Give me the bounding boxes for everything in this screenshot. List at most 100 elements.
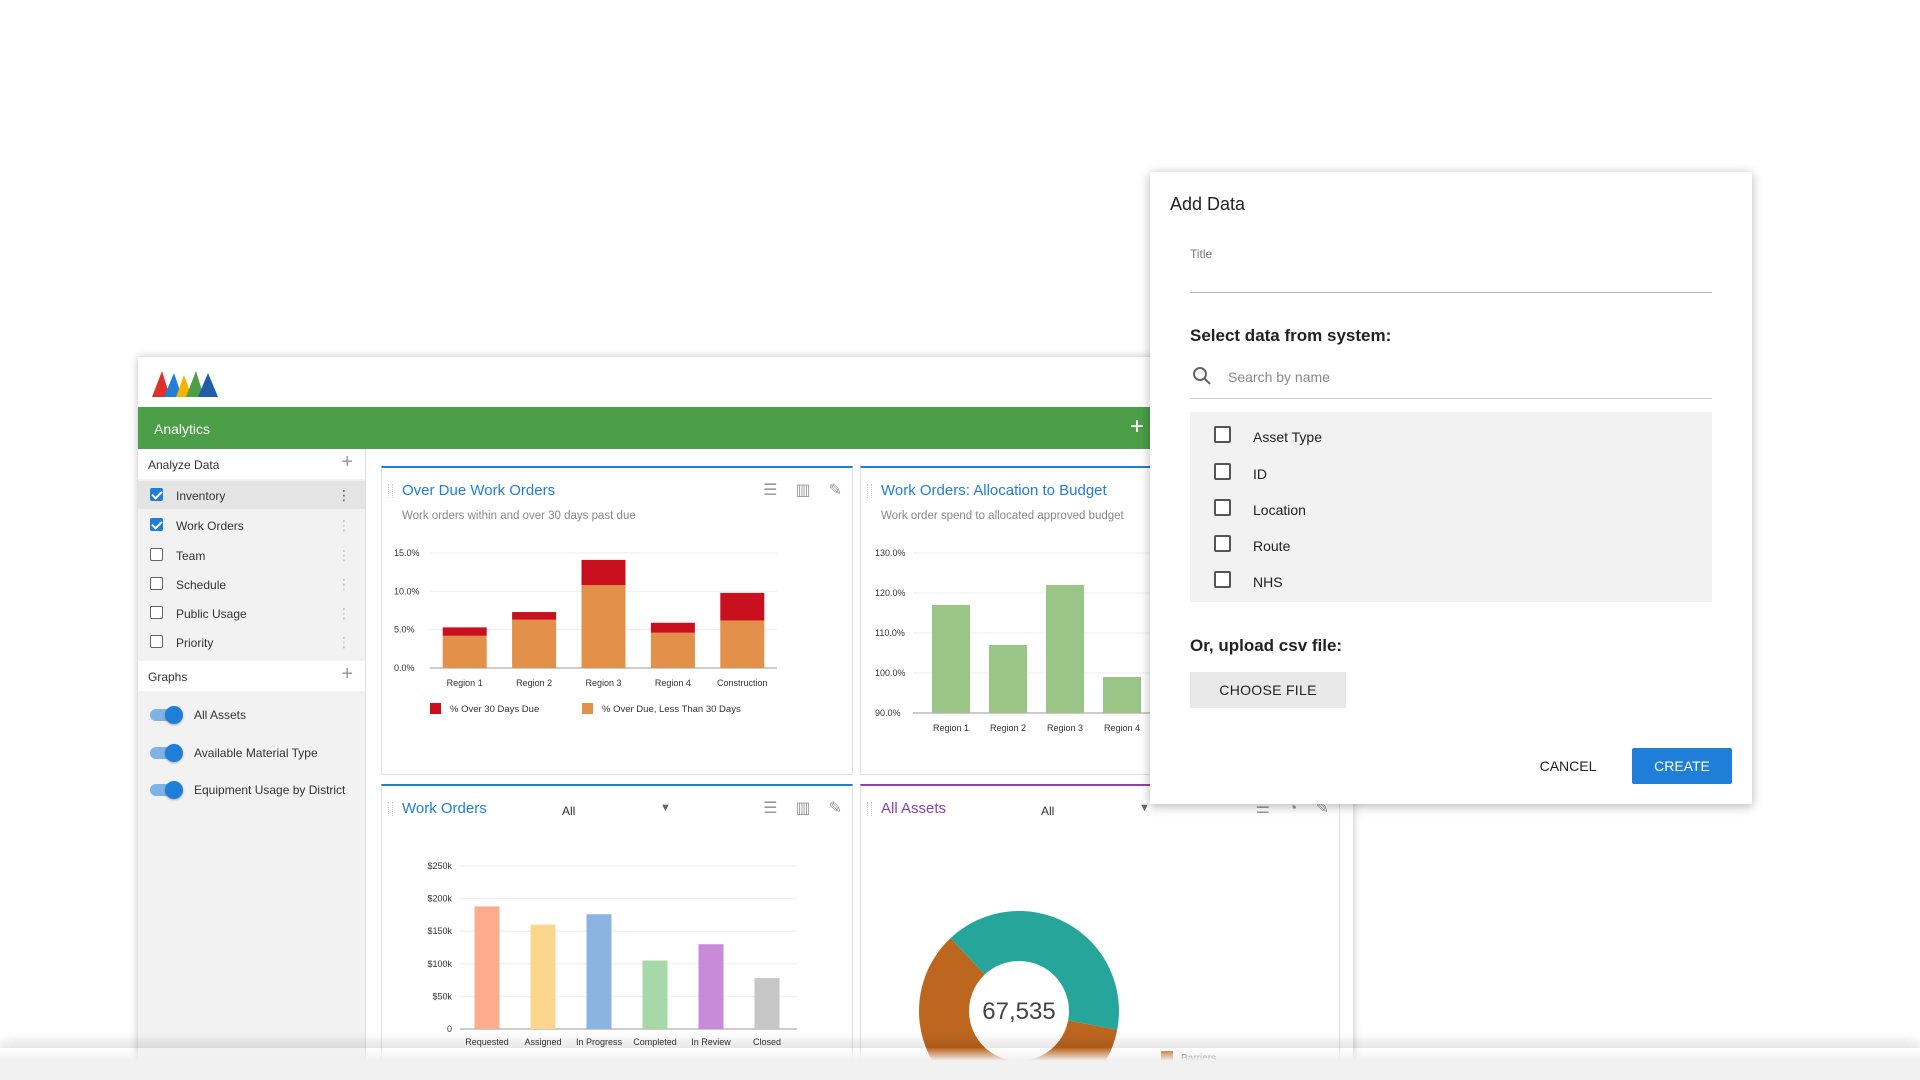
y-tick-label: $100k bbox=[427, 959, 452, 969]
drag-handle[interactable] bbox=[867, 802, 872, 816]
bar-chart-icon[interactable]: ▥ bbox=[795, 482, 811, 499]
graph-toggle-available-material-type[interactable]: Available Material Type bbox=[138, 739, 365, 769]
legend-swatch bbox=[430, 703, 441, 714]
sidebar-item-public-usage[interactable]: Public Usage ⋮ bbox=[138, 599, 365, 627]
graph-toggle-label: All Assets bbox=[194, 708, 247, 722]
option-checkbox[interactable] bbox=[1214, 535, 1231, 552]
bar bbox=[1103, 677, 1141, 713]
bar bbox=[650, 622, 695, 633]
add-graph-icon[interactable]: + bbox=[341, 663, 353, 685]
y-tick-label: 130.0% bbox=[875, 548, 906, 558]
x-tick-label: Construction bbox=[717, 678, 768, 688]
list-icon[interactable]: ☰ bbox=[1255, 800, 1270, 817]
graphs-title: Graphs bbox=[148, 670, 188, 684]
sidebar-item-team[interactable]: Team ⋮ bbox=[138, 541, 365, 569]
sidebar-item-schedule[interactable]: Schedule ⋮ bbox=[138, 570, 365, 598]
y-tick-label: 120.0% bbox=[875, 588, 906, 598]
bar bbox=[581, 559, 626, 586]
y-tick-label: 10.0% bbox=[394, 586, 420, 596]
card-subtitle: Work order spend to allocated approved b… bbox=[881, 510, 1124, 522]
sidebar-item-label: Public Usage bbox=[176, 607, 247, 621]
sidebar-item-label: Work Orders bbox=[176, 519, 244, 533]
team-checkbox[interactable] bbox=[150, 548, 163, 561]
graph-toggle-equipment-usage[interactable]: Equipment Usage by District bbox=[138, 776, 365, 806]
bar bbox=[586, 914, 612, 1029]
option-asset-type[interactable]: Asset Type bbox=[1190, 416, 1712, 452]
option-checkbox[interactable] bbox=[1214, 499, 1231, 516]
bar bbox=[530, 924, 556, 1029]
option-location[interactable]: Location bbox=[1190, 489, 1712, 525]
sidebar-item-priority[interactable]: Priority ⋮ bbox=[138, 628, 365, 656]
more-options-icon[interactable]: ⋮ bbox=[337, 634, 351, 650]
more-options-icon[interactable]: ⋮ bbox=[337, 576, 351, 592]
option-checkbox[interactable] bbox=[1214, 463, 1231, 480]
more-options-icon[interactable]: ⋮ bbox=[337, 487, 351, 503]
budget-bar-chart: 90.0% 100.0% 110.0% 120.0% 130.0% Region 1 Reg… bbox=[875, 548, 1331, 733]
option-id[interactable]: ID bbox=[1190, 453, 1712, 489]
toggle-switch[interactable] bbox=[150, 706, 183, 724]
bar bbox=[474, 906, 500, 1029]
create-button[interactable]: CREATE bbox=[1632, 748, 1732, 784]
bar-chart-icon[interactable]: ▥ bbox=[795, 800, 811, 817]
graph-toggle-label: Equipment Usage by District bbox=[194, 783, 346, 797]
card-title: Over Due Work Orders bbox=[402, 482, 556, 499]
bar bbox=[442, 627, 487, 636]
public-usage-checkbox[interactable] bbox=[150, 606, 163, 619]
option-nhs[interactable]: NHS bbox=[1190, 561, 1712, 597]
edit-icon[interactable]: ✎ bbox=[828, 482, 842, 499]
schedule-checkbox[interactable] bbox=[150, 577, 163, 590]
x-tick-label: Region 4 bbox=[655, 678, 691, 688]
bar bbox=[932, 605, 970, 713]
sidebar-item-label: Inventory bbox=[176, 489, 226, 503]
option-label: Location bbox=[1253, 502, 1306, 518]
add-data-icon[interactable]: + bbox=[341, 451, 353, 473]
x-tick-label: In Progress bbox=[576, 1037, 623, 1047]
title-field[interactable] bbox=[1190, 270, 1716, 288]
work-orders-card: Work Orders All ▼ ☰ ▥ ✎ 0 $50k $100k $150k $20… bbox=[381, 784, 853, 1080]
option-checkbox[interactable] bbox=[1214, 571, 1231, 588]
toggle-switch[interactable] bbox=[150, 781, 183, 799]
more-options-icon[interactable]: ⋮ bbox=[337, 605, 351, 621]
y-tick-label: $50k bbox=[432, 991, 452, 1001]
more-options-icon[interactable]: ⋮ bbox=[337, 517, 351, 533]
toggle-switch[interactable] bbox=[150, 744, 183, 762]
dialog-title: Add Data bbox=[1170, 194, 1246, 214]
x-tick-label: Region 3 bbox=[1047, 723, 1083, 733]
option-route[interactable]: Route bbox=[1190, 525, 1712, 561]
sidebar-item-inventory[interactable]: Inventory ⋮ bbox=[138, 481, 365, 509]
bar bbox=[754, 978, 780, 1029]
edit-icon[interactable]: ✎ bbox=[828, 800, 842, 817]
bottom-shadow bbox=[0, 1048, 1920, 1080]
graph-toggle-all-assets[interactable]: All Assets bbox=[138, 701, 365, 731]
list-icon[interactable]: ☰ bbox=[763, 800, 778, 817]
search-icon bbox=[1193, 367, 1211, 385]
add-dashboard-icon[interactable]: + bbox=[1130, 413, 1145, 440]
edit-icon[interactable]: ✎ bbox=[1315, 800, 1329, 817]
pie-chart-icon[interactable]: ◔ bbox=[1287, 800, 1298, 817]
app-logo[interactable] bbox=[150, 367, 220, 399]
search-input[interactable] bbox=[1226, 368, 1710, 386]
drag-handle[interactable] bbox=[867, 484, 872, 498]
option-checkbox[interactable] bbox=[1214, 426, 1231, 443]
list-icon[interactable]: ☰ bbox=[763, 482, 778, 499]
choose-file-button[interactable]: CHOOSE FILE bbox=[1190, 672, 1346, 708]
drag-handle[interactable] bbox=[388, 802, 393, 816]
data-option-list: Asset Type ID Location Route NHS bbox=[1190, 412, 1712, 602]
x-tick-label: Closed bbox=[753, 1037, 781, 1047]
chevron-down-icon[interactable]: ▼ bbox=[660, 802, 671, 814]
more-options-icon[interactable]: ⋮ bbox=[337, 547, 351, 563]
inventory-checkbox[interactable] bbox=[150, 488, 163, 501]
chevron-down-icon[interactable]: ▼ bbox=[1139, 802, 1150, 814]
drag-handle[interactable] bbox=[388, 484, 393, 498]
asset-filter-select[interactable]: All bbox=[1041, 804, 1055, 818]
y-tick-label: 90.0% bbox=[875, 708, 901, 718]
sidebar-item-work-orders[interactable]: Work Orders ⋮ bbox=[138, 511, 365, 539]
priority-checkbox[interactable] bbox=[150, 635, 163, 648]
bar bbox=[650, 632, 695, 668]
cancel-button[interactable]: CANCEL bbox=[1528, 748, 1608, 784]
card-title: Work Orders bbox=[402, 800, 487, 817]
option-label: Route bbox=[1253, 538, 1291, 554]
status-filter-select[interactable]: All bbox=[562, 804, 576, 818]
work-orders-checkbox[interactable] bbox=[150, 518, 163, 531]
sidebar-item-label: Team bbox=[176, 549, 206, 563]
